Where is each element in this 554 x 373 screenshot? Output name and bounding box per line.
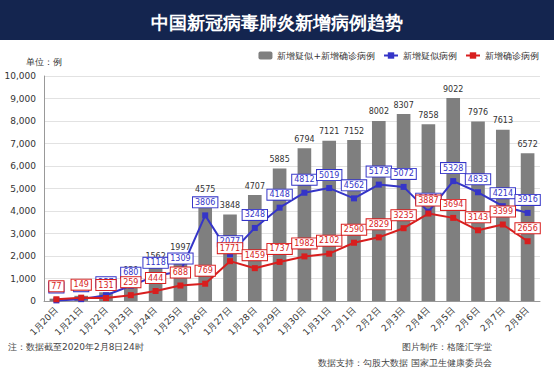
svg-text:2656: 2656: [517, 224, 537, 233]
svg-text:3848: 3848: [220, 201, 240, 210]
svg-text:4707: 4707: [245, 182, 265, 191]
svg-text:688: 688: [173, 268, 188, 277]
svg-text:2月6日: 2月6日: [454, 305, 482, 333]
svg-text:10,000: 10,000: [5, 71, 37, 81]
svg-text:注：数据截至2020年2月8日24时: 注：数据截至2020年2月8日24时: [8, 342, 144, 352]
svg-text:1月30日: 1月30日: [276, 305, 308, 338]
svg-text:3248: 3248: [245, 210, 265, 219]
svg-text:2月4日: 2月4日: [404, 305, 432, 333]
svg-text:1118: 1118: [145, 258, 165, 267]
svg-text:2102: 2102: [319, 236, 339, 245]
svg-text:2月2日: 2月2日: [354, 305, 382, 333]
svg-text:3694: 3694: [443, 200, 463, 209]
svg-text:4214: 4214: [493, 189, 513, 198]
svg-text:680: 680: [123, 268, 138, 277]
svg-text:1月22日: 1月22日: [77, 305, 110, 338]
svg-text:6,000: 6,000: [10, 161, 36, 171]
svg-text:4148: 4148: [269, 190, 289, 199]
svg-text:8307: 8307: [393, 101, 413, 110]
svg-text:1982: 1982: [294, 239, 314, 248]
svg-text:4575: 4575: [195, 185, 215, 194]
svg-text:1月24日: 1月24日: [127, 305, 160, 338]
svg-text:4833: 4833: [468, 175, 488, 184]
svg-text:3143: 3143: [468, 213, 488, 222]
svg-text:1月20日: 1月20日: [28, 305, 60, 338]
svg-text:4562: 4562: [344, 181, 364, 190]
svg-text:1月23日: 1月23日: [102, 305, 135, 338]
svg-text:1月29日: 1月29日: [251, 305, 284, 338]
svg-text:1月28日: 1月28日: [226, 305, 259, 338]
svg-text:1771: 1771: [220, 244, 240, 253]
svg-text:新增确诊病例: 新增确诊病例: [485, 51, 539, 61]
svg-text:1737: 1737: [269, 244, 289, 253]
svg-text:0: 0: [30, 296, 36, 306]
svg-text:5,000: 5,000: [10, 184, 36, 194]
svg-text:中国新冠病毒肺炎新增病例趋势: 中国新冠病毒肺炎新增病例趋势: [151, 12, 403, 33]
svg-text:1459: 1459: [245, 251, 265, 260]
svg-text:77: 77: [51, 282, 61, 291]
svg-text:5328: 5328: [443, 164, 463, 173]
svg-text:7121: 7121: [319, 127, 339, 136]
svg-text:1月25日: 1月25日: [152, 305, 184, 338]
svg-text:6572: 6572: [517, 140, 537, 149]
svg-text:2590: 2590: [344, 225, 364, 234]
svg-text:3916: 3916: [517, 195, 537, 204]
svg-text:1月26日: 1月26日: [176, 305, 209, 338]
svg-text:7858: 7858: [418, 111, 438, 120]
svg-text:2829: 2829: [369, 220, 389, 229]
svg-text:5885: 5885: [269, 155, 289, 164]
svg-text:131: 131: [98, 281, 113, 290]
svg-text:2月7日: 2月7日: [478, 305, 506, 333]
svg-text:7976: 7976: [468, 108, 488, 117]
svg-text:9,000: 9,000: [10, 94, 36, 104]
svg-text:149: 149: [74, 280, 89, 289]
svg-text:3399: 3399: [493, 207, 513, 216]
svg-text:5173: 5173: [369, 167, 389, 176]
svg-text:2月8日: 2月8日: [503, 305, 531, 333]
svg-text:5019: 5019: [319, 171, 339, 180]
svg-text:3,000: 3,000: [10, 229, 36, 239]
svg-text:2月1日: 2月1日: [330, 305, 358, 333]
svg-text:444: 444: [148, 274, 163, 283]
svg-text:7,000: 7,000: [10, 139, 36, 149]
svg-text:数据支持：勾股大数据 国家卫生健康委员会: 数据支持：勾股大数据 国家卫生健康委员会: [318, 358, 492, 368]
svg-text:2月5日: 2月5日: [429, 305, 457, 333]
svg-text:8002: 8002: [369, 107, 389, 116]
svg-text:1月31日: 1月31日: [301, 305, 333, 337]
svg-text:9022: 9022: [443, 85, 463, 94]
svg-text:5072: 5072: [393, 169, 413, 178]
svg-text:1月27日: 1月27日: [201, 305, 234, 338]
svg-text:图片制作：格隆汇学堂: 图片制作：格隆汇学堂: [402, 342, 492, 352]
svg-text:3887: 3887: [418, 196, 438, 205]
svg-text:8,000: 8,000: [10, 116, 36, 126]
svg-text:6794: 6794: [294, 135, 314, 144]
svg-text:新增疑似病例: 新增疑似病例: [403, 51, 457, 61]
svg-text:1309: 1309: [170, 254, 190, 263]
svg-text:2,000: 2,000: [10, 251, 36, 261]
svg-text:769: 769: [198, 266, 213, 275]
svg-text:1997: 1997: [170, 243, 190, 252]
svg-text:4812: 4812: [294, 175, 314, 184]
svg-text:1,000: 1,000: [10, 274, 36, 284]
svg-text:1月21日: 1月21日: [52, 305, 85, 338]
svg-text:3235: 3235: [393, 211, 413, 220]
svg-text:3806: 3806: [195, 198, 215, 207]
svg-text:7152: 7152: [344, 127, 364, 136]
svg-text:新增疑似+新增确诊病例: 新增疑似+新增确诊病例: [277, 51, 375, 61]
svg-text:2077: 2077: [219, 236, 241, 246]
svg-text:259: 259: [123, 278, 138, 287]
svg-text:7613: 7613: [493, 116, 513, 125]
svg-text:4,000: 4,000: [10, 206, 36, 216]
svg-text:单位：例: 单位：例: [26, 57, 62, 67]
svg-text:2月3日: 2月3日: [379, 305, 407, 333]
